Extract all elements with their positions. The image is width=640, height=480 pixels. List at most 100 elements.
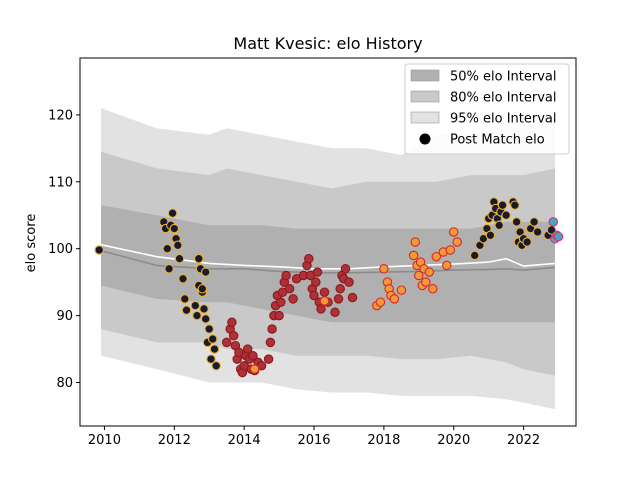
post-match-point [309,290,319,301]
post-match-point [333,294,344,304]
post-match-point [281,270,291,281]
legend-label: 95% elo Interval [450,112,557,127]
post-match-point [164,264,174,274]
legend-marker [419,133,431,145]
post-match-point [494,220,504,231]
x-tick-label: 2020 [437,433,470,448]
post-match-point [448,227,459,237]
post-match-point [379,264,389,274]
post-match-point [408,250,419,261]
legend: 50% elo Interval 80% elo Interval 95% elo … [404,63,570,155]
post-match-point [221,337,232,348]
y-tick-label: 120 [48,108,73,123]
legend-swatch [410,111,440,124]
post-match-point [190,300,201,311]
post-match-point [312,267,323,277]
post-match-point [276,297,286,307]
plot-frame [79,57,577,427]
post-match-point [227,317,237,328]
post-match-point [200,267,211,277]
post-match-point [452,237,462,247]
post-match-point [442,260,452,271]
post-match-point [428,284,438,294]
post-match-point [274,310,284,321]
x-tick-label: 2014 [228,433,261,448]
y-tick-label: 110 [48,175,73,190]
post-match-point [529,217,539,227]
post-match-point [94,245,104,255]
y-axis-label: elo score [24,214,39,273]
legend-label: 80% elo Interval [450,91,557,106]
post-match-point [209,344,220,354]
post-match-point [178,274,188,284]
legend-swatch [410,90,440,103]
post-match-point [319,296,330,306]
x-tick-label: 2010 [88,433,121,448]
post-match-point [284,284,295,294]
post-match-point [169,223,180,234]
post-match-points [94,197,564,378]
post-match-point [532,227,543,237]
post-match-point [421,277,431,287]
interval-bands [101,108,555,410]
post-match-point [548,217,559,227]
post-match-point [375,297,386,307]
post-match-point [335,284,345,294]
post-match-point [316,304,326,314]
legend-box [404,63,570,155]
post-match-point [192,310,202,321]
band-50 [101,205,555,323]
post-match-point [340,264,351,274]
elo-lines [100,243,556,274]
post-match-point [431,251,442,262]
post-match-point [265,337,276,348]
x-tick-label: 2012 [158,433,191,448]
post-match-point [197,284,208,294]
post-match-point [181,305,192,315]
post-match-point [206,354,216,364]
post-match-point [207,334,218,344]
legend-label: 50% elo Interval [450,70,557,85]
post-match-point [330,307,340,318]
post-match-point [445,245,456,255]
post-match-point [410,237,421,247]
post-match-point [424,267,435,277]
mean-line [100,243,556,270]
y-tick-label: 100 [48,242,73,257]
post-match-point [510,200,520,210]
post-match-point [522,237,532,247]
post-match-point [162,243,173,254]
post-match-point [242,344,253,354]
post-match-point [180,294,190,304]
post-match-point [319,287,330,297]
median-line [100,249,556,274]
post-match-point [344,277,354,287]
post-match-point [485,230,496,241]
post-match-point [414,270,424,281]
legend-label: Post Match elo [450,133,545,148]
post-match-point [204,324,214,334]
post-match-point [469,250,480,261]
legend-swatch [410,69,440,82]
axes: 2010 2012 2014 2016 2018 2020 2022 80 90 100 110 12… [48,57,577,448]
x-tick-label: 2022 [507,433,540,448]
post-match-point [497,200,508,210]
post-match-point [288,294,298,304]
post-match-point [501,210,511,220]
post-match-point [347,292,358,303]
y-tick-label: 80 [56,376,73,391]
y-tick-label: 90 [56,309,73,324]
post-match-point [173,240,183,251]
post-match-point [174,253,185,264]
x-tick-label: 2018 [367,433,400,448]
post-match-point [263,354,274,364]
post-match-point [228,330,239,341]
x-tick-label: 2016 [297,433,330,448]
post-match-point [389,294,400,304]
post-match-point [553,231,564,242]
post-match-point [304,253,314,264]
chart-title: Matt Kvesic: elo History [233,34,422,53]
post-match-point [249,364,260,374]
post-match-point [267,324,277,334]
